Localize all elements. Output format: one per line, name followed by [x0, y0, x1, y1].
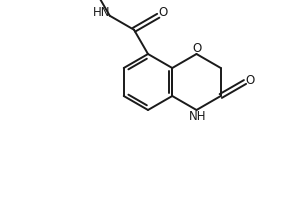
Text: NH: NH — [189, 110, 206, 123]
Text: HN: HN — [93, 6, 110, 19]
Text: O: O — [193, 42, 202, 54]
Text: O: O — [245, 73, 255, 86]
Text: O: O — [159, 6, 168, 19]
